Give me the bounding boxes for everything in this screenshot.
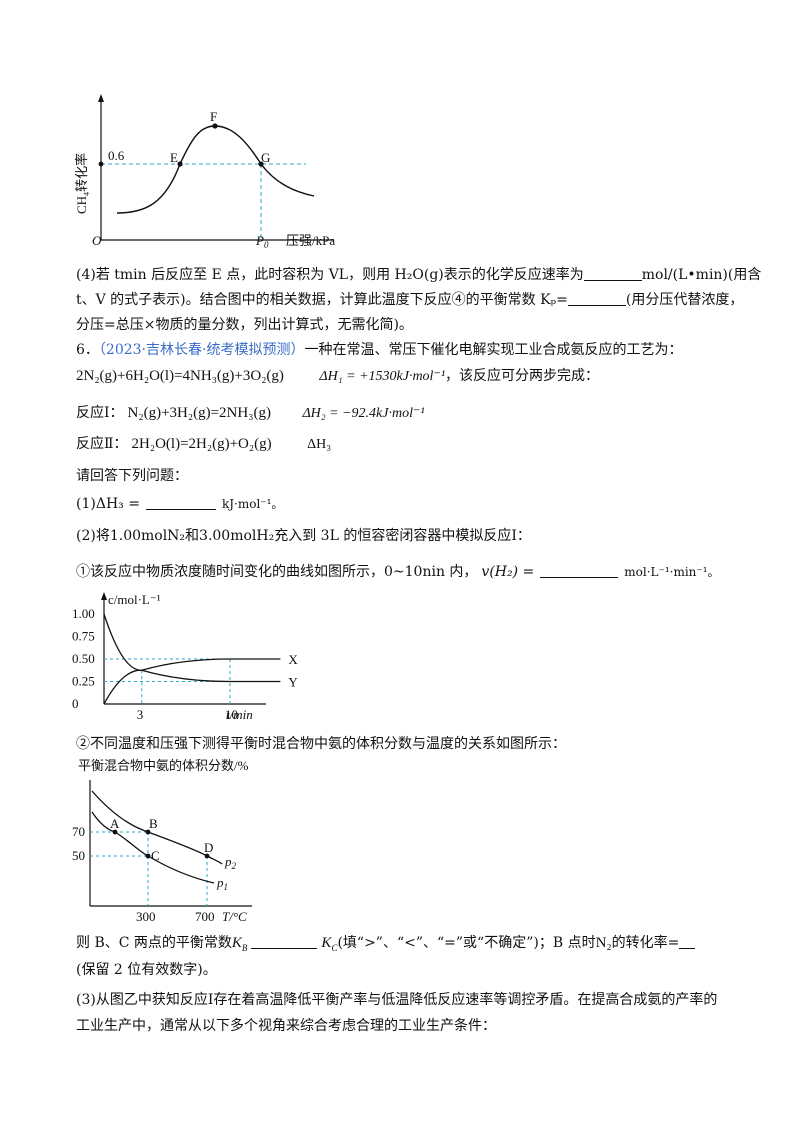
y-tick-50: 50 bbox=[72, 848, 85, 863]
label-f: F bbox=[210, 109, 217, 124]
y-tick-label: 0.25 bbox=[72, 674, 95, 689]
q2-2-line: ②不同温度和压强下测得平衡时混合物中氨的体积分数与温度的关系如图所示： bbox=[76, 736, 566, 752]
equation-total: 2N₂(g)+6H₂O(l)=4NH₃(g)+3O₂(g) ΔH₁ = +153… bbox=[76, 368, 600, 384]
curve-p2 bbox=[91, 790, 223, 865]
q2-3-line: 则 B、C 两点的平衡常数KB KC(填“>”、“<”、“=”或“不确定”)；B … bbox=[76, 933, 696, 958]
answer-blank-conversion[interactable] bbox=[679, 934, 696, 949]
series-label-y: Y bbox=[288, 675, 298, 690]
point-g bbox=[258, 161, 264, 167]
point-b bbox=[145, 829, 151, 835]
x-tick-700: 700 bbox=[195, 909, 215, 924]
x-axis-label: 压强/kPa bbox=[286, 233, 335, 248]
q3-line-2: 工业生产中，通常从以下多个视角来综合考虑合理的工业生产条件： bbox=[76, 1018, 496, 1034]
figure-concentration-time: 1.00 0.75 0.50 0.25 0 3 10t/min c/mol·L⁻¹ XY bbox=[72, 592, 298, 722]
label-a: A bbox=[110, 816, 120, 831]
point-d bbox=[204, 853, 210, 859]
fig3-title: 平衡混合物中氨的体积分数/% bbox=[78, 758, 249, 773]
point-y-tick bbox=[98, 161, 104, 167]
q4-line-1: (4)若 tmin 后反应至 E 点，此时容积为 VL，则用 H₂O(g)表示的… bbox=[76, 266, 762, 283]
answer-blank-rate[interactable] bbox=[583, 266, 642, 281]
x-tick-300: 300 bbox=[136, 909, 156, 924]
q2-1-line: ①该反应中物质浓度随时间变化的曲线如图所示，0~10nin 内， v(H₂) = m… bbox=[76, 563, 720, 580]
label-g: G bbox=[261, 150, 270, 165]
answer-blank-k-compare[interactable] bbox=[251, 934, 318, 949]
point-f bbox=[212, 123, 218, 129]
series-label-p1: p1 bbox=[216, 875, 228, 892]
label-e: E bbox=[170, 150, 178, 165]
point-a bbox=[112, 829, 118, 835]
source-tag[interactable]: （2023·吉林长春·统考模拟预测） bbox=[98, 342, 305, 358]
conversion-curve bbox=[116, 125, 315, 214]
q1-line: (1)ΔH₃ = kJ·mol⁻¹。 bbox=[76, 495, 284, 512]
series-line-x bbox=[103, 658, 281, 705]
label-d: D bbox=[204, 840, 213, 855]
y-tick-label: 0.75 bbox=[72, 629, 95, 644]
q2-3-line-2: (保留 2 位有效数字)。 bbox=[76, 962, 217, 978]
label-b: B bbox=[149, 816, 158, 831]
y-axis-label: CH4转化率 bbox=[74, 153, 91, 214]
point-e bbox=[177, 161, 183, 167]
answer-blank-rate-h2[interactable] bbox=[540, 563, 619, 578]
origin-label: O bbox=[92, 233, 102, 248]
answer-blank-kp[interactable] bbox=[567, 291, 626, 306]
y-tick-label: 1.00 bbox=[72, 606, 95, 621]
reaction-2: 反应Ⅱ： 2H₂O(l)=2H₂(g)+O₂(g) ΔH₃ bbox=[76, 436, 332, 452]
y-tick-label: 0.6 bbox=[108, 148, 125, 163]
x-axis-label: t/min bbox=[226, 707, 253, 722]
q4-line-2: t、V 的式子表示)。结合图中的相关数据，计算此温度下反应④的平衡常数 Kₚ=(… bbox=[76, 291, 744, 308]
y-axis-arrow bbox=[101, 592, 107, 600]
ask-line: 请回答下列问题： bbox=[76, 468, 188, 484]
reaction-1: 反应Ⅰ： N₂(g)+3H₂(g)=2NH₃(g) ΔH₂ = −92.4kJ·m… bbox=[76, 405, 425, 421]
y-axis-label: c/mol·L⁻¹ bbox=[108, 592, 161, 607]
q4-line-3: 分压=总压×物质的量分数，列出计算式，无需化简)。 bbox=[76, 317, 413, 333]
point-c bbox=[145, 853, 151, 859]
label-c: C bbox=[151, 848, 160, 863]
y-tick-label: 0.50 bbox=[72, 651, 95, 666]
series-label-p2: p2 bbox=[224, 854, 237, 871]
q3-line-1: (3)从图乙中获知反应Ⅰ存在着高温降低平衡产率与低温降低反应速率等调控矛盾。在提… bbox=[76, 992, 718, 1008]
series-line-y bbox=[103, 613, 281, 683]
curve-p1 bbox=[91, 811, 215, 884]
y-tick-70: 70 bbox=[72, 824, 85, 839]
x-axis-label: T/°C bbox=[222, 909, 247, 924]
y-tick-label: 0 bbox=[72, 696, 79, 711]
x-tick-label: P0 bbox=[255, 233, 269, 250]
x-tick-label: 10 bbox=[225, 707, 238, 722]
figure-ammonia-temperature: 平衡混合物中氨的体积分数/% A B C D 70 50 300 700 T/°… bbox=[72, 758, 252, 924]
y-axis-arrow bbox=[98, 94, 104, 102]
answer-blank-dh3[interactable] bbox=[145, 495, 216, 510]
figure-conversion-pressure: E F G 0.6 O P0 压强/kPa CH4转化率 bbox=[74, 94, 335, 250]
q2-line: (2)将1.00molN₂和3.00molH₂充入到 3L 的恒容密闭容器中模拟… bbox=[76, 528, 531, 544]
q6-heading: 6．（2023·吉林长春·统考模拟预测）一种在常温、常压下催化电解实现工业合成氨… bbox=[76, 342, 683, 358]
x-tick-label: 3 bbox=[137, 707, 144, 722]
series-label-x: X bbox=[288, 652, 298, 667]
